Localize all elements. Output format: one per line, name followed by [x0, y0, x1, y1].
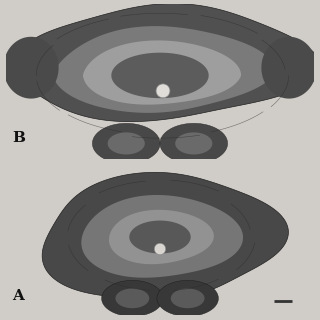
Circle shape — [154, 243, 166, 255]
Polygon shape — [102, 280, 163, 316]
Polygon shape — [83, 40, 241, 105]
Polygon shape — [108, 132, 145, 155]
Polygon shape — [109, 210, 214, 264]
Polygon shape — [160, 123, 228, 164]
Text: B: B — [12, 131, 25, 145]
Polygon shape — [175, 132, 212, 155]
Polygon shape — [13, 4, 320, 122]
Polygon shape — [129, 220, 191, 253]
Polygon shape — [81, 195, 243, 278]
Polygon shape — [3, 37, 59, 99]
Polygon shape — [42, 172, 288, 299]
Circle shape — [156, 84, 170, 98]
Polygon shape — [116, 288, 149, 308]
Polygon shape — [111, 53, 209, 98]
Text: A: A — [12, 289, 24, 303]
Polygon shape — [92, 123, 160, 164]
Polygon shape — [261, 37, 317, 99]
Polygon shape — [53, 26, 274, 113]
Polygon shape — [171, 288, 204, 308]
Polygon shape — [157, 280, 218, 316]
